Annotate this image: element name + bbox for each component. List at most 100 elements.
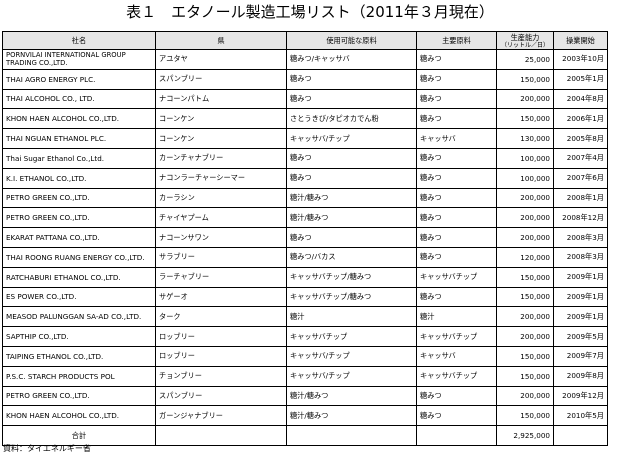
cell-start: 2009年7月	[553, 345, 608, 367]
cell-raw-usable: 糖みつ	[286, 147, 417, 169]
table-row: TAIPING ETHANOL CO.,LTD. ロッブリー キャッサバ/チップ キャ…	[2, 345, 608, 367]
table-row: PETRO GREEN CO.,LTD. スパンブリー 糖汁/糖みつ 糖みつ 200,0…	[2, 385, 608, 407]
cell-raw-usable: キャッサバ/チップ	[286, 365, 417, 387]
table-row: RATCHABURI ETHANOL CO.,LTD. ラーチャブリー キャッサバチ…	[2, 266, 608, 288]
table-row: P.S.C. STARCH PRODUCTS POL チョンブリー キャッサバ/チッ…	[2, 365, 608, 387]
cell-province: ターク	[155, 306, 287, 328]
table-row: KHON HAEN ALCOHOL CO.,LTD. ガーンジャナブリー 糖汁/糖み…	[2, 405, 608, 427]
cell-raw-usable: 糖汁	[286, 306, 417, 328]
cell-raw-main: 糖みつ	[416, 286, 497, 308]
cell-capacity: 200,000	[496, 227, 554, 248]
cell-province: サラブリー	[155, 246, 287, 268]
cell-raw-usable: さとうきび/タピオカでん粉	[286, 108, 417, 130]
cell-capacity: 100,000	[496, 167, 554, 189]
cell-capacity: 200,000	[496, 326, 554, 347]
cell-start: 2009年1月	[553, 266, 608, 288]
cell-raw-usable: キャッサバチップ/糖みつ	[286, 266, 417, 288]
table-row: PETRO GREEN CO.,LTD. チャイヤプーム 糖汁/糖みつ 糖みつ 200,…	[2, 207, 608, 229]
header-capacity: 生産能力 （リットル／日）	[496, 31, 554, 50]
cell-province: ナコーンパトム	[155, 88, 287, 110]
cell-company: PETRO GREEN CO.,LTD.	[2, 385, 156, 407]
table-row: K.I. ETHANOL CO.,LTD. ナコンラーチャーシーマー 糖みつ 糖みつ 1…	[2, 167, 608, 189]
cell-company: PORNVILAI INTERNATIONAL GROUP TRADING CO…	[2, 49, 156, 70]
cell-raw-usable: 糖汁/糖みつ	[286, 385, 417, 407]
cell-company: TAIPING ETHANOL CO.,LTD.	[2, 345, 156, 367]
total-empty-cell	[553, 425, 608, 446]
cell-company: PETRO GREEN CO.,LTD.	[2, 207, 156, 229]
cell-start: 2006年1月	[553, 108, 608, 130]
cell-company: THAI ROONG RUANG ENERGY CO.,LTD.	[2, 246, 156, 268]
cell-province: スパンブリー	[155, 68, 287, 90]
cell-raw-usable: キャッサバ/チップ	[286, 128, 417, 149]
cell-province: ガーンジャナブリー	[155, 405, 287, 427]
cell-raw-usable: キャッサバ/チップ	[286, 345, 417, 367]
cell-province: チョンブリー	[155, 365, 287, 387]
cell-start: 2007年6月	[553, 167, 608, 189]
cell-company: THAI NGUAN ETHANOL PLC.	[2, 128, 156, 149]
table-row: PETRO GREEN CO.,LTD. カーラシン 糖汁/糖みつ 糖みつ 200,00…	[2, 187, 608, 209]
cell-start: 2010年5月	[553, 405, 608, 427]
cell-company: RATCHABURI ETHANOL CO.,LTD.	[2, 266, 156, 288]
cell-capacity: 25,000	[496, 49, 554, 70]
cell-province: ロッブリー	[155, 345, 287, 367]
cell-raw-main: 糖みつ	[416, 108, 497, 130]
cell-start: 2008年3月	[553, 246, 608, 268]
cell-province: コーンケン	[155, 108, 287, 130]
table-row: SAPTHIP CO.,LTD. ロッブリー キャッサバチップ キャッサバチップ 200…	[2, 326, 608, 347]
cell-start: 2009年8月	[553, 365, 608, 387]
header-capacity-label: 生産能力	[510, 32, 540, 42]
cell-start: 2003年10月	[553, 49, 608, 70]
cell-raw-usable: 糖みつ/バカス	[286, 246, 417, 268]
cell-province: カーンチャナブリー	[155, 147, 287, 169]
cell-start: 2004年8月	[553, 88, 608, 110]
ethanol-plant-table: 社名 県 使用可能な原料 主要原料 生産能力 （リットル／日） 操業開始 POR…	[2, 31, 608, 446]
cell-raw-main: キャッサバ	[416, 128, 497, 149]
cell-company: P.S.C. STARCH PRODUCTS POL	[2, 365, 156, 387]
cell-company: THAI AGRO ENERGY PLC.	[2, 68, 156, 90]
table-row: ES POWER CO.,LTD. サゲーオ キャッサバチップ/糖みつ 糖みつ 150,…	[2, 286, 608, 308]
cell-company: Thai Sugar Ethanol Co.,Ltd.	[2, 147, 156, 169]
cell-capacity: 150,000	[496, 405, 554, 427]
cell-province: ナコンラーチャーシーマー	[155, 167, 287, 189]
cell-company: EKARAT PATTANA CO.,LTD.	[2, 227, 156, 248]
cell-company: PETRO GREEN CO.,LTD.	[2, 187, 156, 209]
header-start: 操業開始	[553, 31, 608, 50]
cell-raw-main: 糖みつ	[416, 207, 497, 229]
cell-company: K.I. ETHANOL CO.,LTD.	[2, 167, 156, 189]
cell-company: ES POWER CO.,LTD.	[2, 286, 156, 308]
cell-start: 2005年1月	[553, 68, 608, 90]
cell-raw-usable: キャッサバチップ	[286, 326, 417, 347]
cell-start: 2005年8月	[553, 128, 608, 149]
cell-province: コーンケン	[155, 128, 287, 149]
cell-capacity: 150,000	[496, 108, 554, 130]
cell-start: 2008年12月	[553, 207, 608, 229]
cell-start: 2009年1月	[553, 306, 608, 328]
table-row: THAI ALCOHOL CO., LTD. ナコーンパトム 糖みつ 糖みつ 200,0…	[2, 88, 608, 110]
cell-raw-usable: キャッサバチップ/糖みつ	[286, 286, 417, 308]
total-capacity: 2,925,000	[496, 425, 554, 446]
cell-raw-main: キャッサバチップ	[416, 266, 497, 288]
cell-start: 2009年1月	[553, 286, 608, 308]
total-empty-cell	[155, 425, 287, 446]
cell-capacity: 130,000	[496, 128, 554, 149]
header-capacity-unit: （リットル／日）	[500, 41, 549, 49]
cell-raw-main: 糖みつ	[416, 167, 497, 189]
cell-capacity: 200,000	[496, 306, 554, 328]
total-empty-cell	[416, 425, 497, 446]
cell-raw-usable: 糖みつ/キャッサバ	[286, 49, 417, 70]
table-row: MEASOD PALUNGGAN SA-AD CO.,LTD. ターク 糖汁 糖汁 20…	[2, 306, 608, 328]
cell-raw-usable: 糖みつ	[286, 167, 417, 189]
cell-raw-main: キャッサバ	[416, 345, 497, 367]
cell-province: スパンブリー	[155, 385, 287, 407]
cell-raw-main: 糖みつ	[416, 385, 497, 407]
cell-company: MEASOD PALUNGGAN SA-AD CO.,LTD.	[2, 306, 156, 328]
cell-company: THAI ALCOHOL CO., LTD.	[2, 88, 156, 110]
cell-province: チャイヤプーム	[155, 207, 287, 229]
cell-raw-main: 糖みつ	[416, 147, 497, 169]
cell-capacity: 200,000	[496, 88, 554, 110]
cell-start: 2008年1月	[553, 187, 608, 209]
cell-capacity: 150,000	[496, 365, 554, 387]
table-row: THAI AGRO ENERGY PLC. スパンブリー 糖みつ 糖みつ 150,000…	[2, 68, 608, 90]
cell-start: 2009年12月	[553, 385, 608, 407]
cell-capacity: 200,000	[496, 187, 554, 209]
